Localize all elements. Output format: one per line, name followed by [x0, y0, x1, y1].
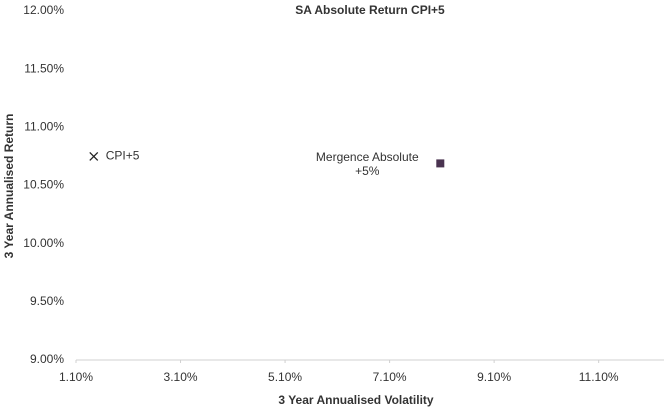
x-tick-label: 11.10% — [579, 370, 619, 384]
chart-title: SA Absolute Return CPI+5 — [295, 3, 445, 17]
x-tick-label: 5.10% — [268, 370, 302, 384]
x-tick-label: 9.10% — [477, 370, 511, 384]
y-tick-label: 10.00% — [23, 236, 64, 250]
x-tick-label: 3.10% — [164, 370, 198, 384]
x-tick-label: 7.10% — [373, 370, 407, 384]
y-tick-label: 11.50% — [24, 61, 64, 75]
point-label: CPI+5 — [106, 149, 140, 163]
y-tick-label: 12.00% — [23, 3, 64, 17]
point-label-box: Mergence Absolute +5% — [315, 150, 419, 179]
y-tick-label: 10.50% — [23, 178, 64, 192]
point-square — [436, 159, 445, 168]
y-axis-title: 3 Year Annualised Return — [2, 114, 16, 259]
point-stroke — [89, 151, 99, 161]
x-tick-label: 1.10% — [59, 370, 93, 384]
x-axis-title: 3 Year Annualised Volatility — [278, 393, 433, 407]
y-tick-label: 9.50% — [30, 294, 64, 308]
y-tick-label: 11.00% — [24, 120, 64, 134]
point-label: Mergence Absolute +5% — [315, 150, 419, 179]
point-x — [89, 151, 99, 161]
y-tick-label: 9.00% — [30, 352, 64, 366]
